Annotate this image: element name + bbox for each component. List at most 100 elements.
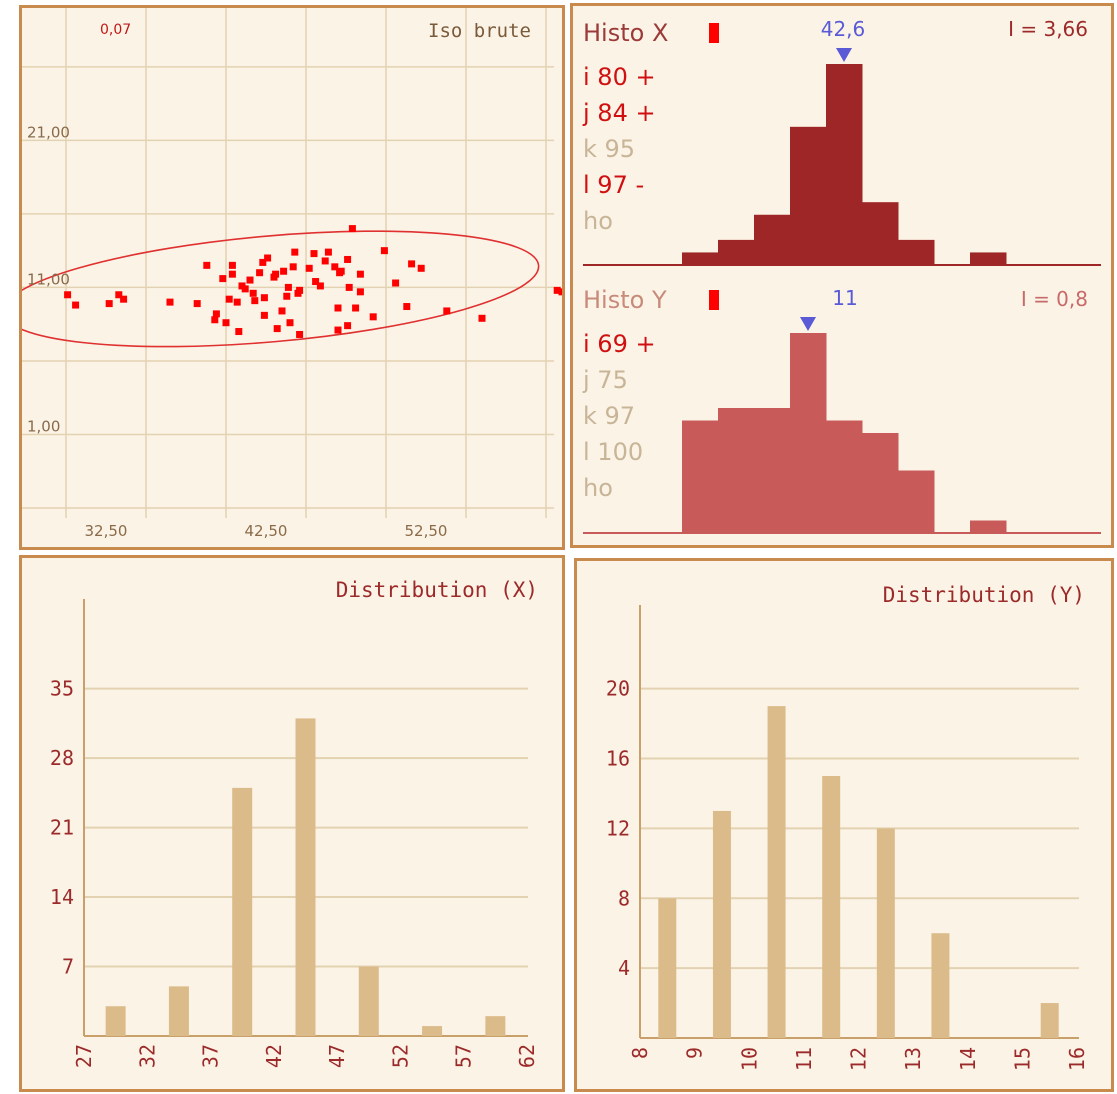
- scatter-x-tick-label: 42,50: [245, 522, 288, 540]
- scatter-point: [348, 225, 356, 233]
- scatter-point: [356, 288, 364, 296]
- x-category-label: 10: [737, 1047, 761, 1071]
- histogram-bar: [898, 470, 935, 533]
- scatter-point: [408, 260, 416, 268]
- scatter-point: [72, 301, 80, 309]
- x-category-label: 27: [72, 1044, 96, 1068]
- y-tick-label: 28: [50, 746, 74, 770]
- scatter-point: [345, 283, 353, 291]
- histo-y-marker-value: 11: [832, 286, 857, 310]
- x-category-label: 52: [388, 1044, 412, 1068]
- scatter-point: [334, 326, 342, 334]
- x-category-label: 15: [1010, 1047, 1034, 1071]
- y-tick-label: 8: [618, 886, 630, 910]
- histogram-parameter[interactable]: l 100: [583, 438, 643, 466]
- scatter-point: [256, 269, 264, 277]
- scatter-point: [219, 275, 227, 283]
- mode-marker-icon: [836, 48, 852, 62]
- distribution-bar: [422, 1026, 443, 1036]
- x-category-label: 13: [901, 1047, 925, 1071]
- histogram-bar: [718, 408, 755, 533]
- histogram-parameter[interactable]: j 75: [582, 366, 628, 394]
- histo-y-color-swatch: [709, 290, 719, 310]
- x-category-label: 37: [199, 1044, 223, 1068]
- histogram-parameter[interactable]: k 97: [583, 402, 635, 430]
- histogram-bar: [898, 239, 935, 265]
- histogram-bar: [862, 433, 899, 533]
- histogram-parameter[interactable]: i 80 +: [583, 63, 656, 91]
- y-tick-label: 20: [606, 677, 630, 701]
- histo-x-color-swatch: [709, 23, 719, 43]
- histogram-parameter[interactable]: j 84 +: [582, 99, 656, 127]
- scatter-point: [291, 248, 299, 256]
- distribution-bar: [232, 787, 253, 1036]
- scatter-point: [246, 276, 254, 284]
- scatter-point: [222, 319, 230, 327]
- scatter-point: [392, 279, 400, 287]
- scatter-point: [312, 278, 320, 286]
- x-category-label: 16: [1065, 1047, 1089, 1071]
- scatter-point: [344, 255, 352, 263]
- scatter-point: [235, 328, 243, 336]
- histogram-bar: [754, 214, 791, 265]
- histo-y-title: Histo Y: [583, 286, 667, 314]
- scatter-point: [228, 261, 236, 269]
- scatter-point: [203, 261, 211, 269]
- scatter-point: [212, 310, 220, 318]
- confidence-ellipse: [22, 230, 540, 348]
- scatter-panel: 32,50 42,50 52,50 21,00 11,00 1,00 0,07 Iso b…: [19, 5, 565, 550]
- distribution-bar: [712, 810, 731, 1038]
- y-tick-label: 14: [50, 885, 74, 909]
- histogram-parameter[interactable]: k 95: [583, 135, 635, 163]
- scatter-x-tick-label: 32,50: [85, 522, 128, 540]
- y-tick-label: 21: [50, 816, 74, 840]
- scatter-point: [403, 303, 411, 311]
- x-category-label: 9: [683, 1047, 707, 1059]
- histogram-bar: [718, 239, 755, 265]
- scatter-y-tick-label: 1,00: [27, 417, 60, 435]
- histogram-bar: [682, 252, 719, 265]
- histogram-parameter[interactable]: ho: [583, 207, 613, 235]
- histogram-parameter[interactable]: ho: [583, 474, 613, 502]
- scatter-point: [233, 298, 241, 306]
- scatter-point: [280, 267, 288, 275]
- histogram-parameter[interactable]: i 69 +: [583, 330, 656, 358]
- scatter-point: [238, 282, 246, 290]
- scatter-point: [259, 258, 267, 266]
- distribution-bar: [295, 718, 316, 1036]
- distribution-x-panel: Distribution (X) 7 14 21 28 35 27 32 37 42 47 52 57…: [19, 555, 565, 1092]
- scatter-point: [310, 250, 318, 258]
- histogram-panel: Histo X 42,6 I = 3,66 i 80 + j 84 + k 95 l …: [570, 3, 1114, 548]
- scatter-point: [260, 294, 268, 302]
- scatter-y-tick-label: 11,00: [27, 270, 70, 288]
- scatter-y-tick-label: 21,00: [27, 123, 70, 141]
- y-tick-label: 7: [62, 955, 74, 979]
- scatter-point: [344, 322, 352, 330]
- scatter-point: [352, 304, 360, 312]
- x-category-label: 32: [135, 1044, 159, 1068]
- x-category-label: 11: [792, 1047, 816, 1071]
- scatter-point: [211, 316, 219, 324]
- distribution-bar: [485, 1016, 506, 1036]
- scatter-point: [356, 270, 364, 278]
- scatter-point: [289, 263, 297, 271]
- scatter-point: [369, 313, 377, 321]
- scatter-point: [558, 288, 562, 296]
- scatter-point: [284, 283, 292, 291]
- scatter-point: [115, 291, 123, 299]
- histogram-bar: [790, 333, 827, 533]
- distribution-bar: [658, 898, 677, 1038]
- histo-x-title: Histo X: [583, 19, 668, 47]
- distribution-bar: [767, 706, 786, 1038]
- x-category-label: 57: [452, 1044, 476, 1068]
- histogram-parameter[interactable]: l 97 -: [583, 171, 644, 199]
- x-category-label: 42: [262, 1044, 286, 1068]
- x-category-label: 62: [515, 1044, 539, 1068]
- histogram-bar: [970, 252, 1007, 265]
- histo-x-marker-value: 42,6: [821, 17, 866, 41]
- distribution-bar: [105, 1006, 126, 1036]
- scatter-point: [273, 325, 281, 333]
- scatter-point: [417, 264, 425, 272]
- distribution-bar: [876, 828, 895, 1038]
- scatter-point: [283, 292, 291, 300]
